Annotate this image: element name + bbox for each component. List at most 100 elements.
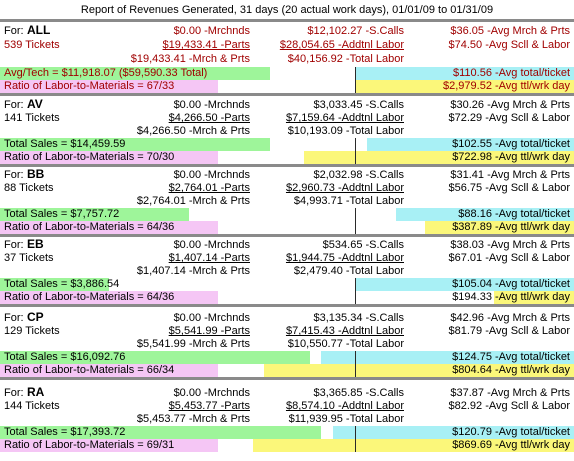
avg-ticket-label: $124.75 -Avg total/ticket (452, 351, 570, 363)
avg-ticket-bar (356, 278, 574, 291)
ticket-count: 88 Tickets (4, 182, 54, 194)
avg-merch-parts: $38.03 -Avg Mrch & Prts (450, 239, 570, 251)
avg-day-bar (253, 439, 574, 452)
ticket-count: 141 Tickets (4, 112, 60, 124)
total-sales-bar (0, 138, 270, 151)
total-sales-bar (0, 208, 189, 221)
avg-day-label: $387.89 -Avg ttl/wrk day (452, 221, 570, 233)
avg-ticket-label: $105.04 -Avg total/ticket (452, 278, 570, 290)
for-label: For: (4, 312, 24, 324)
ticket-count: 129 Tickets (4, 325, 60, 337)
parts-value: $4,266.50 -Parts (168, 112, 250, 124)
avg-ticket-bar (321, 351, 574, 364)
merchandise-value: $0.00 -Mrchnds (173, 312, 250, 324)
parts-value: $2,764.01 -Parts (168, 182, 250, 194)
avg-day-bar (356, 80, 574, 93)
total-sales-label: Total Sales = $16,092.76 (4, 351, 126, 363)
avg-tech-bar (0, 67, 270, 80)
avg-ticket-label: $110.56 -Avg total/ticket (453, 67, 570, 79)
tech-name: BB (27, 167, 45, 181)
service-calls-value: $2,032.98 -S.Calls (313, 169, 405, 181)
midpoint-marker (355, 208, 356, 234)
total-sales-bar (0, 278, 109, 291)
ratio-label: Ratio of Labor-to-Materials = 67/33 (4, 80, 175, 92)
section-separator (0, 304, 574, 307)
avg-day-bar (494, 291, 574, 304)
section-tech-eb: For: EB 37 Tickets $0.00 -Mrchnds $1,407… (0, 237, 574, 305)
additional-labor-value: $7,415.43 -Addtnl Labor (285, 325, 404, 337)
for-label: For: (4, 387, 24, 399)
for-label: For: (4, 25, 24, 37)
service-calls-value: $3,033.45 -S.Calls (313, 99, 405, 111)
avg-ticket-bar (396, 208, 574, 221)
parts-value: $19,433.41 -Parts (162, 39, 250, 51)
ratio-bar (0, 364, 218, 377)
section-separator (0, 377, 574, 380)
service-calls-value: $12,102.27 -S.Calls (307, 25, 404, 37)
avg-merch-parts: $37.87 -Avg Mrch & Prts (450, 387, 570, 399)
avg-scall-labor: $56.75 -Avg Scll & Labor (448, 182, 570, 194)
merch-parts-value: $1,407.14 -Mrch & Prts (136, 265, 250, 277)
merch-parts-value: $4,266.50 -Mrch & Prts (136, 125, 250, 137)
for-label: For: (4, 169, 24, 181)
ratio-bar (0, 221, 218, 234)
section-separator (0, 93, 574, 96)
ratio-bar (0, 151, 218, 164)
section-tech-av: For: AV 141 Tickets $0.00 -Mrchnds $4,26… (0, 97, 574, 165)
total-sales-label: Total Sales = $3,886.54 (4, 278, 120, 290)
total-sales-bar (0, 426, 321, 439)
merchandise-value: $0.00 -Mrchnds (173, 99, 250, 111)
avg-tech-label: Avg/Tech = $11,918.07 ($59,590.33 Total) (4, 67, 208, 79)
section-all: For: ALL 539 Tickets $0.00 -Mrchnds $19,… (0, 23, 574, 94)
tech-name: AV (27, 97, 43, 111)
avg-scall-labor: $72.29 -Avg Scll & Labor (448, 112, 570, 124)
avg-day-label: $869.69 -Avg ttl/wrk day (452, 439, 570, 451)
section-separator (0, 164, 574, 167)
avg-merch-parts: $42.96 -Avg Mrch & Prts (450, 312, 570, 324)
service-calls-value: $3,135.34 -S.Calls (313, 312, 405, 324)
midpoint-marker (355, 278, 356, 304)
avg-merch-parts: $36.05 -Avg Mrch & Prts (450, 25, 570, 37)
section-tech-bb: For: BB 88 Tickets $0.00 -Mrchnds $2,764… (0, 167, 574, 235)
total-sales-label: Total Sales = $14,459.59 (4, 138, 126, 150)
avg-day-label: $2,979.52 -Avg ttl/wrk day (443, 80, 570, 92)
merchandise-value: $0.00 -Mrchnds (173, 25, 250, 37)
midpoint-marker (355, 426, 356, 452)
avg-ticket-bar (367, 138, 574, 151)
service-calls-value: $534.65 -S.Calls (322, 239, 404, 251)
avg-day-bar (425, 221, 574, 234)
merchandise-value: $0.00 -Mrchnds (173, 169, 250, 181)
tech-name: EB (27, 237, 44, 251)
header-separator (0, 19, 574, 22)
total-labor-value: $10,193.09 -Total Labor (287, 125, 404, 137)
ratio-label: Ratio of Labor-to-Materials = 64/36 (4, 291, 175, 303)
avg-merch-parts: $31.41 -Avg Mrch & Prts (450, 169, 570, 181)
total-labor-value: $11,939.95 -Total Labor (288, 413, 404, 425)
ratio-label: Ratio of Labor-to-Materials = 64/36 (4, 221, 175, 233)
parts-value: $5,541.99 -Parts (168, 325, 250, 337)
merchandise-value: $0.00 -Mrchnds (173, 387, 250, 399)
service-calls-value: $3,365.85 -S.Calls (313, 387, 405, 399)
avg-ticket-label: $102.55 -Avg total/ticket (452, 138, 570, 150)
tech-name: RA (27, 385, 45, 399)
avg-day-bar (304, 151, 574, 164)
ticket-count: 144 Tickets (4, 400, 60, 412)
merch-parts-value: $5,541.99 -Mrch & Prts (136, 338, 250, 350)
parts-value: $5,453.77 -Parts (168, 400, 250, 412)
report-title: Report of Revenues Generated, 31 days (2… (80, 4, 494, 16)
ratio-label: Ratio of Labor-to-Materials = 69/31 (4, 439, 175, 451)
avg-scall-labor: $82.92 -Avg Scll & Labor (448, 400, 570, 412)
total-labor-value: $4,993.71 -Total Labor (293, 195, 404, 207)
additional-labor-value: $2,960.73 -Addtnl Labor (285, 182, 404, 194)
ratio-bar (0, 439, 218, 452)
avg-day-label: $722.98 -Avg ttl/wrk day (452, 151, 570, 163)
avg-day-label: $194.33 -Avg ttl/wrk day (452, 291, 570, 303)
for-label: For: (4, 239, 24, 251)
midpoint-marker (355, 67, 356, 93)
avg-day-bar (264, 364, 574, 377)
avg-merch-parts: $30.26 -Avg Mrch & Prts (450, 99, 570, 111)
total-labor-value: $2,479.40 -Total Labor (293, 265, 404, 277)
ticket-count: 539 Tickets (4, 39, 60, 51)
total-sales-label: Total Sales = $17,393.72 (4, 426, 126, 438)
midpoint-marker (355, 138, 356, 164)
